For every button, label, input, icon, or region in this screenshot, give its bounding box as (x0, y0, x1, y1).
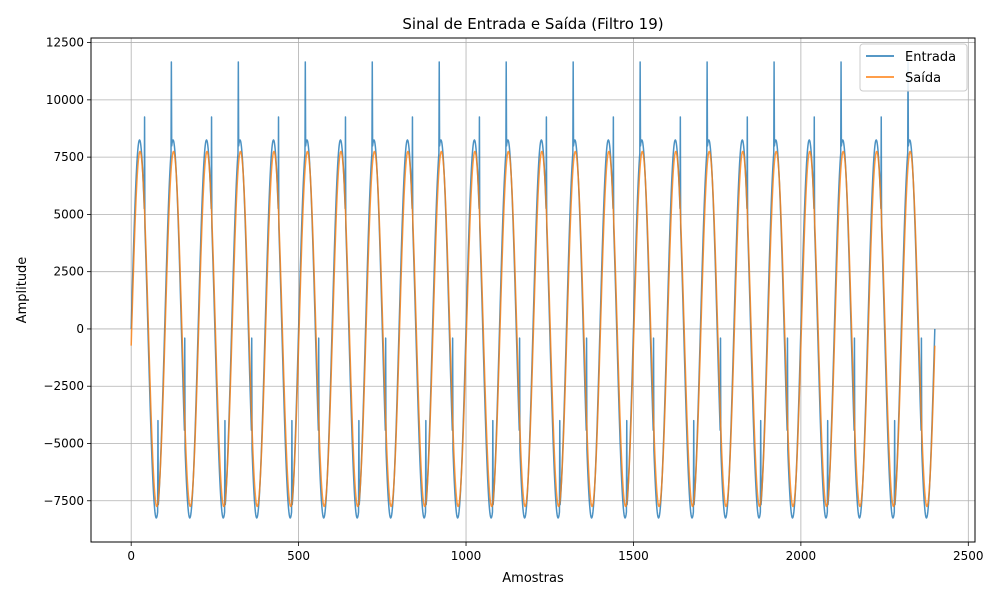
y-tick-label: 7500 (53, 150, 84, 164)
y-tick-label: 0 (76, 322, 84, 336)
series-line-saida (130, 150, 936, 508)
y-tick-label: 10000 (46, 93, 84, 107)
legend-label-saida: Saída (905, 71, 941, 86)
x-axis-ticks: 0 500 1000 1500 2000 2500 (127, 542, 984, 563)
plot-frame (90, 37, 976, 543)
y-tick-label: −2500 (43, 379, 84, 393)
y-tick-label: −5000 (43, 436, 84, 450)
x-tick-label: 1500 (618, 549, 649, 563)
x-tick-label: 0 (127, 549, 135, 563)
x-tick-label: 1000 (451, 549, 482, 563)
chart-title: Sinal de Entrada e Saída (Filtro 19) (402, 15, 663, 33)
y-tick-label: 5000 (53, 207, 84, 221)
series-layer (130, 61, 936, 519)
y-axis-title: Amplitude (15, 257, 30, 324)
y-tick-label: 12500 (46, 36, 84, 50)
legend: Entrada Saída (859, 43, 968, 92)
y-tick-label: 2500 (53, 265, 84, 279)
x-tick-label: 2000 (786, 549, 817, 563)
x-tick-label: 2500 (953, 549, 984, 563)
y-axis-ticks: −7500 −5000 −2500 0 2500 5000 7500 10000 12500 (43, 36, 91, 508)
x-tick-label: 500 (287, 549, 310, 563)
x-axis-title: Amostras (502, 571, 564, 586)
legend-label-entrada: Entrada (905, 50, 956, 65)
y-tick-label: −7500 (43, 494, 84, 508)
